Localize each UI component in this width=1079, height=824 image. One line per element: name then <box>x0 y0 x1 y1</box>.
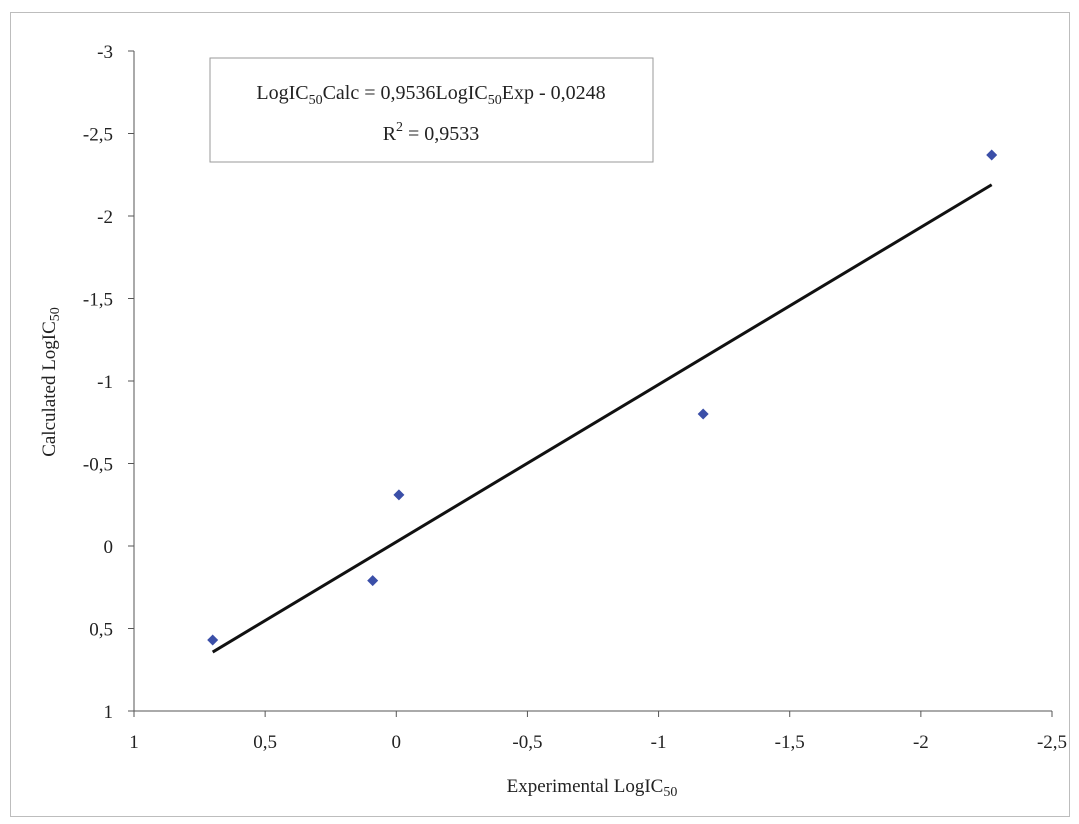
data-point <box>986 149 998 161</box>
trendline <box>211 183 993 654</box>
y-tick-label: 0,5 <box>89 620 113 641</box>
x-tick-label: -2,5 <box>1037 732 1067 753</box>
axes: 1 0,5 0 -0,5 -1 -1,5 -2 -2,5 -3 -2,5 -2 -1,5 -1 -0,5 0… <box>83 42 1067 753</box>
y-tick-label: 0 <box>104 537 114 558</box>
y-title-sub: 50 <box>48 307 63 321</box>
equation-box-border <box>209 57 654 163</box>
y-axis-title: Calculated LogIC50 <box>39 307 63 457</box>
x-tick-label: -1,5 <box>775 732 805 753</box>
y-tick-label: -0,5 <box>83 455 113 476</box>
y-tick-label: -2,5 <box>83 125 113 146</box>
equation-text: LogIC50Calc = 0,9536LogIC50Exp - 0,0248 <box>256 82 605 108</box>
x-title-sub: 50 <box>663 785 677 800</box>
r-part: = 0,9533 <box>403 123 479 145</box>
r-superscript: 2 <box>396 120 403 135</box>
x-axis-title: Experimental LogIC50 <box>507 776 678 800</box>
eq-subscript: 50 <box>488 93 502 108</box>
eq-part: Exp - 0,0248 <box>502 82 606 104</box>
y-title-main: Calculated LogIC <box>39 321 60 457</box>
x-title-main: Experimental LogIC <box>507 776 664 797</box>
eq-subscript: 50 <box>309 93 323 108</box>
x-tick-label: -0,5 <box>512 732 542 753</box>
data-point <box>393 489 405 501</box>
data-points <box>207 149 998 646</box>
trendline-group <box>211 183 993 654</box>
x-tick-label: 1 <box>129 732 139 753</box>
y-tick-label: -2 <box>97 207 113 228</box>
y-tick-label: -3 <box>97 42 113 63</box>
y-tick-label: -1 <box>97 372 113 393</box>
x-tick-label: -2 <box>913 732 929 753</box>
equation-box: LogIC50Calc = 0,9536LogIC50Exp - 0,0248 … <box>209 57 654 163</box>
eq-part: Calc = 0,9536LogIC <box>323 82 488 104</box>
y-tick-label: -1,5 <box>83 290 113 311</box>
eq-part: LogIC <box>256 82 308 104</box>
data-point <box>367 575 379 587</box>
x-tick-label: -1 <box>651 732 667 753</box>
y-tick-label: 1 <box>104 702 114 723</box>
x-tick-label: 0,5 <box>253 732 277 753</box>
r-part: R <box>383 123 397 145</box>
x-tick-label: 0 <box>392 732 402 753</box>
r-squared-text: R2 = 0,9533 <box>383 120 480 145</box>
data-point <box>697 408 709 420</box>
data-point <box>207 634 219 646</box>
